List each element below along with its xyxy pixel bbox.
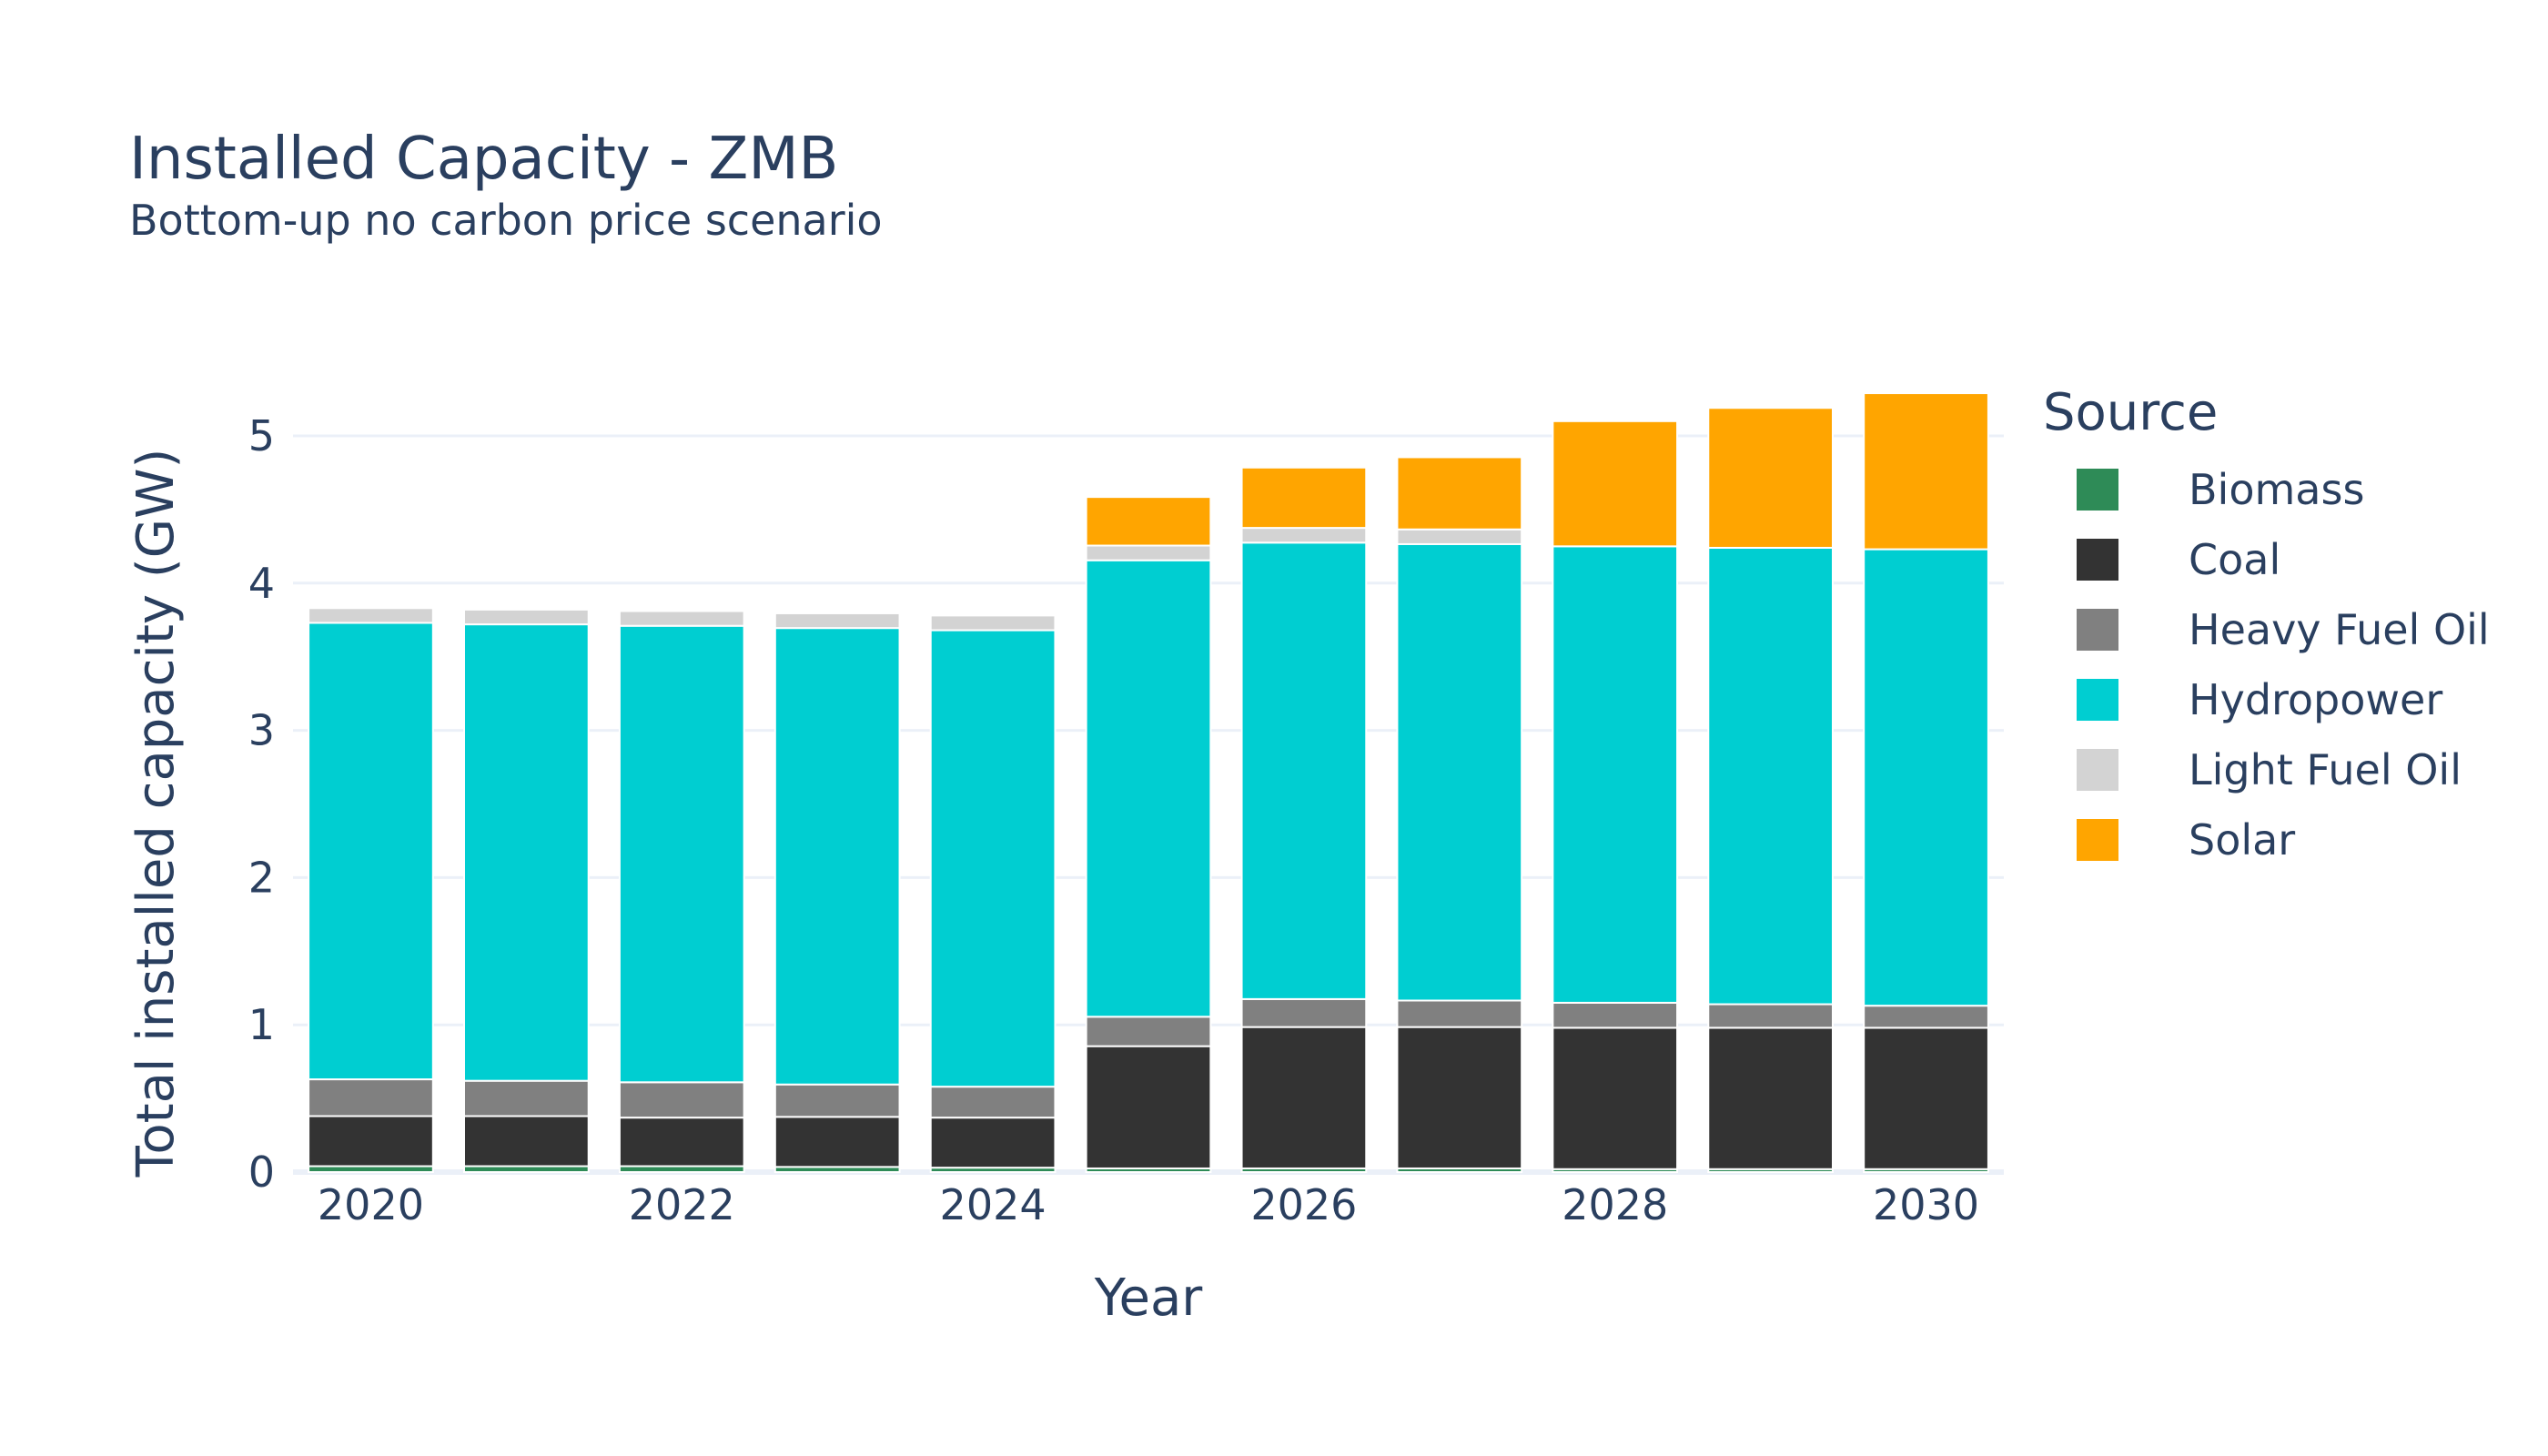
bar-segment: [1552, 1026, 1679, 1170]
bar-segment: [1085, 559, 1212, 1018]
bar-segment: [1240, 997, 1368, 1028]
chart-subtitle: Bottom-up no carbon price scenario: [129, 196, 883, 245]
bar-segment: [308, 1078, 434, 1117]
bar-segment: [618, 610, 745, 627]
bar-segment: [618, 624, 745, 1084]
bar-segment: [463, 623, 590, 1082]
bar-segment: [463, 1079, 590, 1117]
bar-segment: [1552, 545, 1679, 1004]
bar-segment: [1396, 528, 1523, 545]
bar-segment: [929, 614, 1057, 632]
bar-segment: [1863, 392, 1989, 551]
x-tick-label: 2028: [1562, 1180, 1668, 1229]
bar-segment: [1396, 999, 1523, 1028]
bar-segment: [774, 1083, 901, 1118]
bar-segment: [308, 1115, 434, 1168]
bar-segment: [1396, 456, 1523, 531]
y-tick-label: 0: [248, 1148, 275, 1197]
bar-segment: [1240, 527, 1368, 544]
bar-segment: [1707, 407, 1834, 549]
legend-item-label: Light Fuel Oil: [2189, 745, 2462, 794]
bar-segment: [1863, 548, 1989, 1007]
bar-segment: [1396, 542, 1523, 1002]
bar-segment: [929, 1117, 1057, 1169]
y-axis-label: Total installed capacity (GW): [126, 449, 186, 1178]
bar-segment: [1240, 1026, 1368, 1169]
legend: Source Biomass Coal Heavy Fuel Oil Hydropow…: [2043, 383, 2490, 864]
x-tick-label: 2022: [629, 1180, 735, 1229]
y-tick-label: 2: [248, 853, 275, 902]
bar-segment: [774, 627, 901, 1086]
bar-segment: [1707, 1003, 1834, 1029]
bar-segment: [1085, 1045, 1212, 1169]
legend-item-label: Solar: [2189, 815, 2295, 864]
bar-segment: [1552, 420, 1679, 548]
bar-segment: [774, 612, 901, 630]
bar-segment: [929, 1086, 1057, 1119]
bar-segment: [618, 1117, 745, 1168]
legend-swatch: [2077, 679, 2118, 721]
bar-segment: [1552, 1001, 1679, 1029]
legend-item-label: Coal: [2189, 535, 2280, 584]
bar-segment: [1396, 1026, 1523, 1169]
x-tick-label: 2030: [1873, 1180, 1979, 1229]
bar-segment: [1085, 1016, 1212, 1047]
y-tick-label: 1: [248, 1000, 275, 1049]
bar-segment: [1707, 1026, 1834, 1170]
bars: [308, 392, 1989, 1174]
x-axis-ticks: 2020 2022 2024 2026 2028 2030: [318, 1180, 1979, 1229]
bar-segment: [1863, 1026, 1989, 1170]
y-tick-label: 4: [248, 559, 275, 608]
legend-item-label: Biomass: [2189, 465, 2364, 514]
bar-segment: [618, 1081, 745, 1119]
bar-segment: [1085, 496, 1212, 547]
legend-swatch: [2077, 609, 2118, 651]
y-tick-label: 5: [248, 411, 275, 460]
legend-swatch: [2077, 749, 2118, 791]
bar-segment: [463, 608, 590, 626]
bar-segment: [1707, 546, 1834, 1006]
legend-swatch: [2077, 539, 2118, 581]
legend-item-label: Hydropower: [2189, 675, 2442, 724]
bar-segment: [774, 1116, 901, 1168]
legend-item-label: Heavy Fuel Oil: [2189, 605, 2490, 654]
bar-segment: [463, 1115, 590, 1168]
legend-swatch: [2077, 819, 2118, 861]
chart-title: Installed Capacity - ZMB: [129, 126, 838, 193]
bar-segment: [1240, 541, 1368, 1000]
x-tick-label: 2024: [940, 1180, 1046, 1229]
bar-segment: [1240, 466, 1368, 530]
legend-swatch: [2077, 469, 2118, 511]
bar-segment: [929, 629, 1057, 1088]
bar-segment: [308, 607, 434, 624]
x-axis-label: Year: [1094, 1269, 1204, 1328]
bar-segment: [1863, 1005, 1989, 1029]
y-tick-label: 3: [248, 706, 275, 755]
x-tick-label: 2020: [318, 1180, 424, 1229]
y-axis-ticks: 0 1 2 3 4 5: [248, 411, 275, 1197]
bar-segment: [1085, 544, 1212, 561]
legend-title: Source: [2043, 383, 2218, 442]
x-tick-label: 2026: [1250, 1180, 1357, 1229]
bar-segment: [308, 622, 434, 1081]
